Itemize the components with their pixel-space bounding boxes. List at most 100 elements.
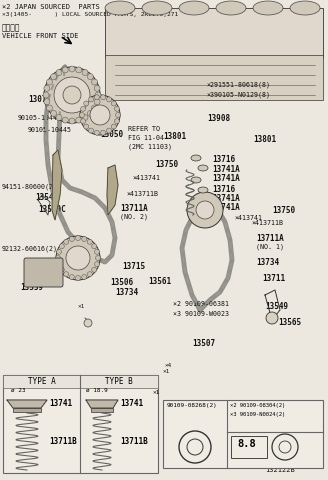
Text: FIG 11-04: FIG 11-04 bbox=[128, 135, 164, 141]
Bar bbox=[231, 436, 267, 458]
Text: 132122B: 132122B bbox=[265, 467, 295, 473]
Text: (NO. 2): (NO. 2) bbox=[120, 213, 148, 219]
Circle shape bbox=[90, 105, 110, 125]
Circle shape bbox=[56, 262, 61, 267]
Circle shape bbox=[79, 112, 85, 118]
Text: ×2 90109-08304(2): ×2 90109-08304(2) bbox=[230, 403, 285, 408]
Text: 90105-10445: 90105-10445 bbox=[18, 115, 62, 121]
Circle shape bbox=[44, 67, 100, 123]
Circle shape bbox=[92, 79, 97, 85]
Circle shape bbox=[92, 244, 97, 249]
Circle shape bbox=[94, 95, 99, 100]
Text: 90105-10445: 90105-10445 bbox=[28, 127, 72, 133]
Circle shape bbox=[82, 115, 88, 120]
Text: 13711B: 13711B bbox=[49, 437, 77, 446]
Circle shape bbox=[87, 73, 93, 80]
Circle shape bbox=[187, 439, 203, 455]
Text: 13750: 13750 bbox=[272, 206, 295, 215]
Text: 13734: 13734 bbox=[115, 288, 138, 297]
Circle shape bbox=[81, 107, 86, 111]
Circle shape bbox=[59, 244, 64, 249]
Circle shape bbox=[95, 255, 100, 261]
Text: 13741A: 13741A bbox=[212, 165, 240, 174]
Text: 13716: 13716 bbox=[212, 155, 235, 164]
Text: 13741: 13741 bbox=[120, 399, 143, 408]
Text: 13715: 13715 bbox=[122, 262, 145, 271]
Ellipse shape bbox=[216, 1, 246, 15]
Text: 13734: 13734 bbox=[256, 258, 279, 267]
Circle shape bbox=[94, 262, 99, 267]
Circle shape bbox=[84, 319, 92, 327]
Text: 13540: 13540 bbox=[35, 193, 58, 202]
Circle shape bbox=[47, 79, 52, 85]
Bar bbox=[13, 408, 41, 412]
Text: ×1: ×1 bbox=[78, 304, 85, 309]
Text: 90109-08268(2): 90109-08268(2) bbox=[167, 403, 218, 408]
Ellipse shape bbox=[105, 1, 135, 15]
Circle shape bbox=[111, 124, 116, 129]
Text: 13711A: 13711A bbox=[256, 234, 284, 243]
Polygon shape bbox=[86, 400, 118, 408]
Text: TYPE B: TYPE B bbox=[105, 377, 133, 386]
Text: 13741A: 13741A bbox=[212, 174, 240, 183]
Polygon shape bbox=[7, 400, 47, 408]
Ellipse shape bbox=[179, 1, 209, 15]
Circle shape bbox=[69, 118, 75, 124]
Text: ×2 JAPAN SOURCED  PARTS: ×2 JAPAN SOURCED PARTS bbox=[2, 4, 100, 10]
Circle shape bbox=[94, 99, 100, 105]
Text: 13741A: 13741A bbox=[212, 194, 240, 203]
Circle shape bbox=[92, 267, 97, 272]
Ellipse shape bbox=[198, 187, 208, 193]
Circle shape bbox=[76, 117, 82, 123]
Circle shape bbox=[56, 249, 61, 254]
Circle shape bbox=[107, 128, 112, 133]
Circle shape bbox=[66, 246, 90, 270]
Circle shape bbox=[82, 70, 88, 75]
Circle shape bbox=[64, 240, 69, 244]
Circle shape bbox=[187, 192, 223, 228]
Circle shape bbox=[62, 117, 68, 123]
Text: ×3 90109-W0023: ×3 90109-W0023 bbox=[173, 311, 229, 317]
Text: 13507: 13507 bbox=[192, 339, 215, 348]
Circle shape bbox=[87, 272, 92, 276]
Text: VEHICLE FRONT SIDE: VEHICLE FRONT SIDE bbox=[2, 33, 78, 39]
Circle shape bbox=[76, 67, 82, 73]
Circle shape bbox=[56, 236, 100, 280]
Circle shape bbox=[94, 249, 99, 254]
Text: ø 18.9: ø 18.9 bbox=[86, 388, 108, 393]
Text: ×413711B: ×413711B bbox=[127, 191, 159, 197]
Text: 13565: 13565 bbox=[278, 318, 301, 327]
Text: (2MC 11103): (2MC 11103) bbox=[128, 144, 172, 151]
Text: 92132-60616(2): 92132-60616(2) bbox=[2, 246, 58, 252]
Circle shape bbox=[82, 237, 87, 241]
Circle shape bbox=[87, 110, 93, 116]
Circle shape bbox=[111, 101, 116, 106]
Ellipse shape bbox=[290, 1, 320, 15]
Circle shape bbox=[114, 107, 119, 111]
Text: 13506: 13506 bbox=[110, 278, 133, 287]
Circle shape bbox=[95, 92, 101, 98]
Circle shape bbox=[82, 275, 87, 279]
Circle shape bbox=[56, 70, 62, 75]
Text: 13741A: 13741A bbox=[212, 203, 240, 212]
Text: 13540C: 13540C bbox=[38, 205, 66, 214]
Text: 13750: 13750 bbox=[155, 160, 178, 169]
Circle shape bbox=[56, 115, 62, 120]
Text: 13801: 13801 bbox=[253, 135, 276, 144]
Circle shape bbox=[115, 112, 120, 118]
Bar bbox=[3, 375, 158, 388]
Text: 8.8: 8.8 bbox=[237, 439, 256, 449]
Bar bbox=[105, 55, 323, 100]
Text: ×413741: ×413741 bbox=[133, 175, 161, 181]
Circle shape bbox=[59, 267, 64, 272]
Circle shape bbox=[64, 272, 69, 276]
Circle shape bbox=[107, 97, 112, 102]
Text: ×413711B: ×413711B bbox=[252, 220, 284, 226]
Circle shape bbox=[80, 95, 120, 135]
Text: 13070A: 13070A bbox=[28, 95, 56, 104]
Circle shape bbox=[94, 130, 99, 135]
Ellipse shape bbox=[142, 1, 172, 15]
Ellipse shape bbox=[198, 165, 208, 171]
Text: ×291551-80618(8): ×291551-80618(8) bbox=[207, 82, 271, 88]
Circle shape bbox=[44, 85, 50, 91]
